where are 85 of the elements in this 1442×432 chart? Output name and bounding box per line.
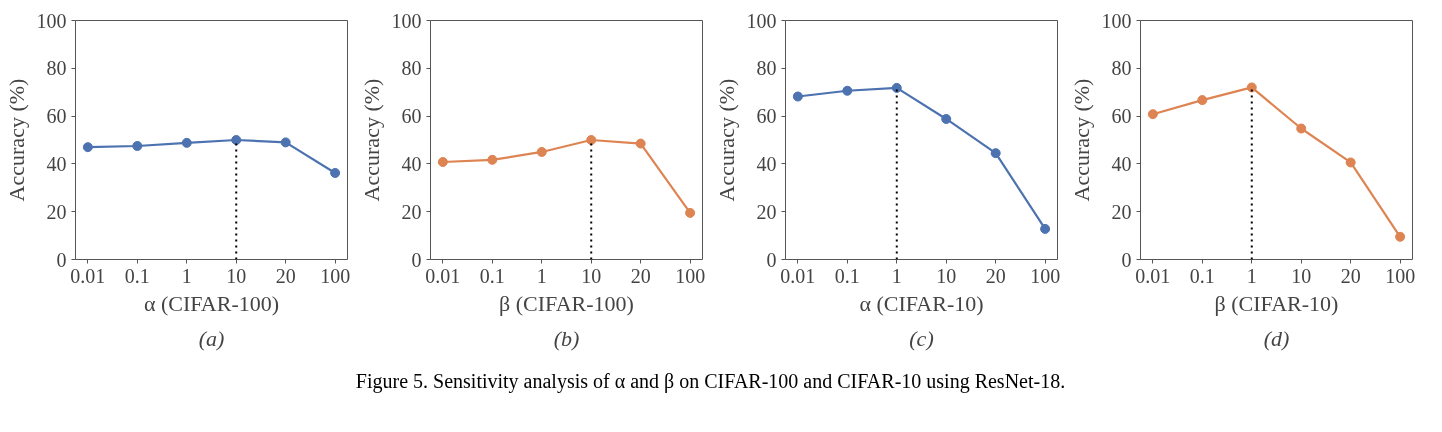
- x-tick-label: 0.1: [1189, 264, 1215, 287]
- point: [1395, 231, 1406, 242]
- y-axis-title: Accuracy (%): [1068, 78, 1094, 202]
- caption: Figure 5. Sensitivity analysis of α and β on CIFAR-100 and CIFAR-10 using ResNet-18.: [355, 369, 1066, 393]
- x-tick-label: 0.01: [1135, 264, 1171, 287]
- point: [685, 207, 696, 218]
- x-tick-label: 10: [1291, 264, 1312, 287]
- x-tick-label: 100: [1030, 264, 1061, 287]
- x-axis-title: β (CIFAR-10): [1214, 290, 1339, 316]
- x-tick-label: 0.01: [780, 264, 816, 287]
- text: (c): [909, 325, 934, 351]
- text: (a): [198, 325, 225, 351]
- y-tick-label: 40: [401, 152, 422, 175]
- y-tick-label: 20: [401, 200, 422, 223]
- y-tick-label: 60: [46, 105, 67, 128]
- point: [132, 140, 143, 151]
- x-tick-label: 1: [891, 264, 902, 287]
- y-tick-label: 80: [1111, 57, 1132, 80]
- x-tick-label: 0.01: [425, 264, 461, 287]
- point: [941, 113, 952, 124]
- x-tick-label: 1: [181, 264, 192, 287]
- y-tick-label: 0: [766, 248, 777, 271]
- point: [1246, 82, 1257, 93]
- point: [1147, 109, 1158, 120]
- point: [1345, 157, 1356, 168]
- y-axis-title: Accuracy (%): [358, 78, 384, 202]
- y-tick-label: 20: [1111, 200, 1132, 223]
- point: [330, 167, 341, 178]
- y-axis-title: Accuracy (%): [3, 78, 29, 202]
- x-tick-label: 20: [985, 264, 1006, 287]
- point: [635, 138, 646, 149]
- x-tick-label: 20: [630, 264, 651, 287]
- y-tick-label: 20: [46, 200, 67, 223]
- y-tick-label: 0: [411, 248, 422, 271]
- x-tick-label: 100: [320, 264, 351, 287]
- point: [487, 154, 498, 165]
- y-tick-label: 40: [756, 152, 777, 175]
- y-tick-label: 100: [391, 9, 422, 32]
- y-tick-label: 0: [56, 248, 67, 271]
- point: [181, 137, 192, 148]
- point: [842, 85, 853, 96]
- point: [891, 82, 902, 93]
- x-tick-label: 1: [536, 264, 547, 287]
- point: [437, 157, 448, 167]
- point: [280, 137, 291, 148]
- x-tick-label: 0.1: [834, 264, 860, 287]
- point: [1296, 123, 1307, 134]
- x-tick-label: 100: [675, 264, 706, 287]
- point: [82, 142, 93, 153]
- y-tick-label: 100: [1101, 9, 1132, 32]
- y-tick-label: 40: [1111, 152, 1132, 175]
- y-tick-label: 80: [46, 57, 67, 80]
- point: [1040, 223, 1051, 234]
- y-axis-title: Accuracy (%): [713, 78, 739, 202]
- x-tick-label: 0.1: [124, 264, 150, 287]
- x-tick-label: 20: [1340, 264, 1361, 287]
- x-tick-label: 20: [275, 264, 296, 287]
- y-tick-label: 60: [756, 105, 777, 128]
- point: [586, 135, 597, 145]
- y-tick-label: 60: [401, 105, 422, 128]
- x-tick-label: 10: [226, 264, 247, 287]
- x-tick-label: 100: [1385, 264, 1416, 287]
- y-tick-label: 40: [46, 152, 67, 175]
- x-axis-title: β (CIFAR-100): [499, 290, 634, 316]
- point: [536, 146, 547, 157]
- x-tick-label: 10: [936, 264, 957, 287]
- point: [231, 135, 242, 145]
- text: (d): [1263, 325, 1290, 351]
- point: [792, 91, 803, 102]
- text: (b): [553, 325, 580, 351]
- y-tick-label: 60: [1111, 105, 1132, 128]
- x-axis-title: α (CIFAR-10): [859, 290, 984, 316]
- x-tick-label: 0.01: [70, 264, 106, 287]
- y-tick-label: 80: [401, 57, 422, 80]
- point: [990, 148, 1001, 159]
- point: [1197, 95, 1208, 106]
- x-tick-label: 0.1: [479, 264, 505, 287]
- y-tick-label: 20: [756, 200, 777, 223]
- y-tick-label: 100: [746, 9, 777, 32]
- x-tick-label: 1: [1246, 264, 1257, 287]
- y-tick-label: 80: [756, 57, 777, 80]
- y-tick-label: 100: [36, 9, 67, 32]
- y-tick-label: 0: [1121, 248, 1132, 271]
- x-axis-title: α (CIFAR-100): [143, 290, 280, 316]
- x-tick-label: 10: [581, 264, 602, 287]
